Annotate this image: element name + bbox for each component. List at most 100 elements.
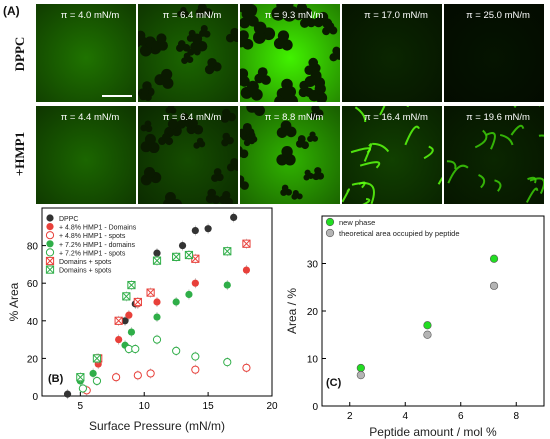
x-tick-label: 15 [203,401,215,412]
y-tick-label: 40 [27,317,39,328]
micrograph-tile: π = 8.8 mN/m [240,106,340,204]
pressure-label: π = 4.0 mN/m [61,10,120,21]
panel-label: (C) [326,377,342,389]
data-point [127,280,136,290]
data-point [242,363,251,372]
pressure-label: π = 17.0 mN/m [364,10,428,21]
legend-entry: Domains + spots [59,268,112,275]
data-point [131,344,140,354]
legend-marker [45,256,55,266]
data-point [146,288,155,297]
micrograph-tile: π = 4.0 mN/m [36,4,136,102]
data-point [423,330,432,339]
y-tick-label: 0 [312,402,318,413]
y-tick-label: 20 [27,354,39,365]
y-tick-label: 20 [307,307,319,318]
data-point [92,354,102,363]
micrograph-tile: π = 17.0 mN/m [342,4,442,102]
panel-a-label: (A) [3,4,20,18]
micrograph-tile: π = 16.4 mN/m [342,106,442,204]
data-point [191,352,200,361]
panel-label: (B) [48,373,64,385]
legend-marker [46,214,54,222]
x-tick-label: 8 [513,411,519,422]
x-tick-label: 6 [458,411,464,422]
legend-entry: theoretical area occupied by peptide [339,229,460,238]
y-tick-label: 0 [32,392,38,403]
data-point [133,297,142,307]
data-point [153,249,161,257]
data-point [146,369,155,378]
legend-entry: + 4.8% HMP1 - spots [59,233,126,240]
legend-entry: + 7.2% HMP1 - spots [59,250,126,257]
y-axis-label: % Area [7,282,21,321]
legend-entry: + 4.8% HMP1 - Domains [59,225,137,232]
data-point [172,346,181,355]
micrograph-grid: π = 4.0 mN/m π = 6.4 mN/m π = 9.3 mN/m π = … [36,4,544,204]
x-axis-label: Peptide amount / mol % [369,425,497,439]
data-point [89,369,97,378]
data-point [489,254,499,263]
data-point [230,213,238,221]
micrograph-tile: π = 6.4 mN/m [138,4,238,102]
data-point [191,279,199,287]
data-point [242,239,251,248]
data-point [223,247,232,256]
data-point [185,290,193,299]
micrograph-tile: π = 4.4 mN/m [36,106,136,204]
y-tick-label: 60 [27,279,39,290]
data-point [172,252,181,261]
legend-entry: + 7.2% HMP1 - domains [59,242,136,249]
legend-marker [46,223,54,231]
data-point [191,365,200,374]
data-point [184,250,194,260]
data-point [152,256,162,265]
data-point [112,373,121,382]
pressure-label: π = 19.6 mN/m [466,112,530,123]
legend-marker [45,231,55,240]
data-point [153,313,161,321]
data-point [242,266,251,274]
pressure-label: π = 9.3 mN/m [265,10,324,21]
legend-marker [46,240,54,248]
legend-entry: Domains + spots [59,259,112,266]
x-tick-label: 10 [139,401,151,412]
data-point [153,298,161,306]
plot-c: 2 4 6 8 0 10 20 30 Peptide amount / mol % Area / … [285,215,545,439]
data-point [178,242,187,250]
y-tick-label: 10 [307,355,319,366]
micrograph-tile: π = 6.4 mN/m [138,106,238,204]
x-axis-label: Surface Pressure (mN/m) [89,419,225,433]
pressure-label: π = 4.4 mN/m [61,112,120,123]
data-point [127,328,136,336]
data-point [122,292,131,301]
plot-frame [41,207,273,397]
legend-marker [45,265,55,274]
pressure-label: π = 8.8 mN/m [265,112,324,123]
data-point [133,371,142,380]
data-point [76,373,85,382]
plot-frame [321,215,545,407]
pressure-label: π = 6.4 mN/m [163,112,222,123]
data-point [356,363,365,373]
legend-entry: new phase [339,218,375,227]
legend-marker [325,217,335,227]
data-point [92,376,102,386]
data-point [121,317,129,325]
data-point [223,281,231,289]
x-tick-label: 5 [78,401,84,412]
data-point [115,336,123,344]
data-point [63,390,72,398]
data-point [204,225,212,233]
legend-marker [45,248,55,257]
data-point [489,281,499,290]
pressure-label: π = 6.4 mN/m [163,10,222,21]
x-tick-label: 4 [402,411,408,422]
micrograph-tile: π = 25.0 mN/m [444,4,544,102]
y-tick-label: 30 [307,260,319,271]
data-point [78,384,87,393]
legend-marker [325,228,335,238]
x-tick-label: 2 [347,411,353,422]
y-tick-label: 80 [27,242,39,253]
data-point [114,316,123,325]
